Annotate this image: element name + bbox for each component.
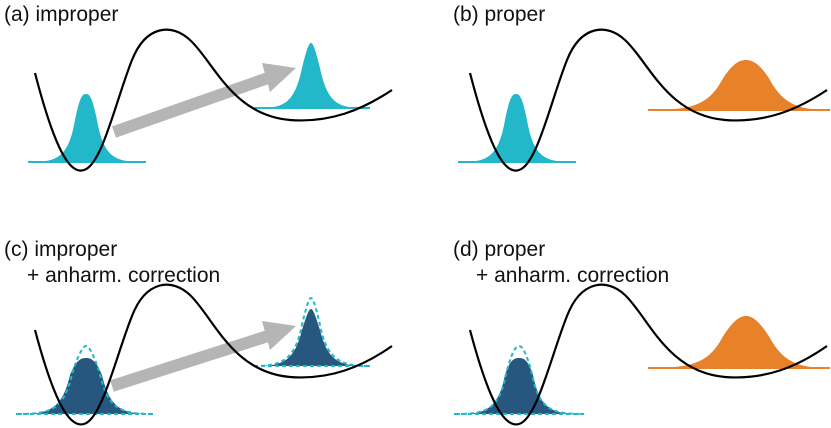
- panel-b-title: (b) proper: [453, 3, 546, 26]
- transfer-arrowhead: [262, 63, 296, 92]
- transfer-arrow: [110, 330, 270, 392]
- panel-d-title: (d) proper: [453, 238, 546, 261]
- panel-c-subtitle: + anharm. correction: [27, 264, 221, 287]
- right-gaussian-orange: [648, 316, 830, 368]
- potential-energy-curve: [468, 28, 828, 172]
- panel-c-title: (c) improper: [4, 238, 118, 261]
- panel-a: [28, 28, 393, 172]
- panel-a-title: (a) improper: [4, 3, 119, 26]
- panel-d: [454, 283, 830, 426]
- right-gaussian-orange: [648, 60, 830, 110]
- panel-b: [458, 28, 830, 172]
- potential-energy-curve: [468, 283, 828, 426]
- left-gaussian-navy: [20, 358, 152, 414]
- left-gaussian-teal: [28, 94, 146, 162]
- left-gaussian-navy: [458, 358, 582, 414]
- potential-energy-curve: [33, 283, 393, 426]
- right-gaussian-dashed-teal: [253, 296, 371, 367]
- right-gaussian-teal: [256, 43, 368, 108]
- right-gaussian-navy: [256, 309, 368, 366]
- panel-d-subtitle: + anharm. correction: [476, 264, 670, 287]
- panel-c: [16, 283, 393, 426]
- potential-energy-curve: [33, 28, 393, 172]
- transfer-arrow: [112, 72, 270, 138]
- transfer-arrowhead: [262, 321, 296, 350]
- left-gaussian-teal: [458, 94, 576, 162]
